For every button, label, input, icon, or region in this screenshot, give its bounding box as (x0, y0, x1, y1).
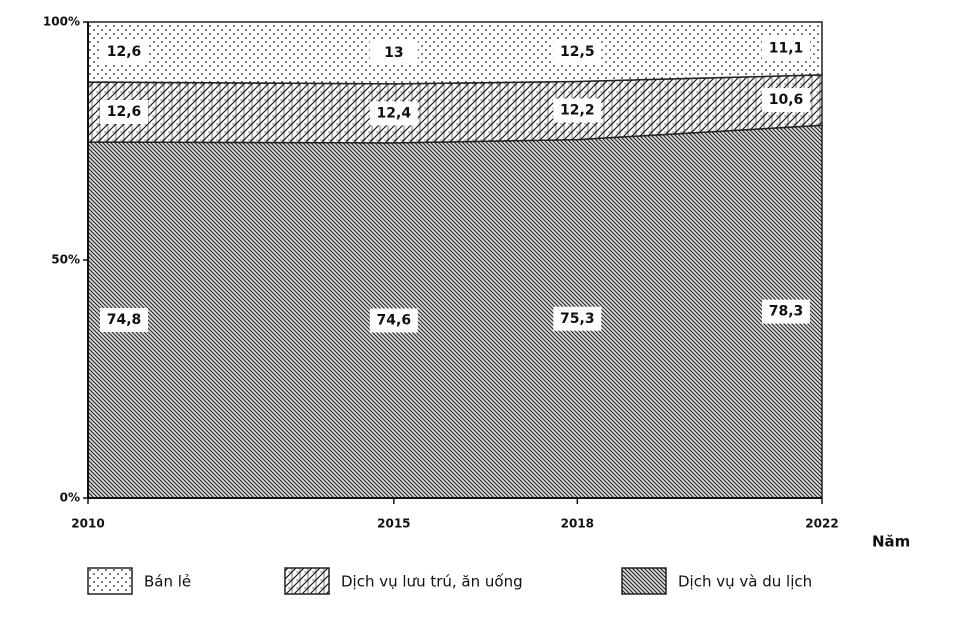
area (87, 124, 823, 499)
value-label-box (553, 39, 602, 64)
value-label: 11,1 (769, 40, 804, 56)
x-tick-label: 2010 (71, 517, 104, 531)
value-label-box (100, 307, 148, 332)
value-label-box (369, 101, 418, 126)
y-tick-label: 50% (51, 253, 80, 267)
legend-swatch (621, 567, 667, 595)
value-label-box (369, 308, 418, 333)
value-label-box (100, 99, 148, 124)
legend-label: Dịch vụ lưu trú, ăn uống (341, 573, 523, 591)
value-label: 12,6 (107, 44, 142, 60)
value-label: 78,3 (769, 304, 804, 320)
y-tick-label: 100% (43, 15, 80, 29)
value-label: 12,6 (107, 104, 142, 120)
value-label: 74,8 (107, 312, 142, 328)
value-label-box (369, 40, 418, 65)
legend-swatch (284, 567, 330, 595)
value-label-box (100, 39, 148, 64)
value-label-box (762, 88, 810, 113)
value-label: 13 (384, 45, 403, 61)
legend-label: Dịch vụ và du lịch (678, 573, 812, 591)
value-label-box (553, 306, 602, 331)
x-tick-label: 2018 (561, 517, 594, 531)
value-label-box (762, 36, 810, 61)
x-tick-label: 2022 (805, 517, 838, 531)
value-label: 74,6 (377, 312, 412, 328)
y-tick-label: 0% (60, 491, 80, 505)
x-axis-label: Năm (872, 533, 910, 551)
area (87, 21, 823, 85)
value-label: 12,2 (560, 103, 595, 119)
value-label-box (553, 98, 602, 123)
value-label: 12,4 (377, 105, 412, 121)
value-label: 12,5 (560, 44, 595, 60)
value-label: 75,3 (560, 311, 595, 327)
x-tick-label: 2015 (377, 517, 410, 531)
legend-swatch (87, 567, 133, 595)
legend-label: Bán lẻ (144, 573, 191, 591)
value-label: 10,6 (769, 92, 804, 108)
value-label-box (762, 299, 810, 324)
